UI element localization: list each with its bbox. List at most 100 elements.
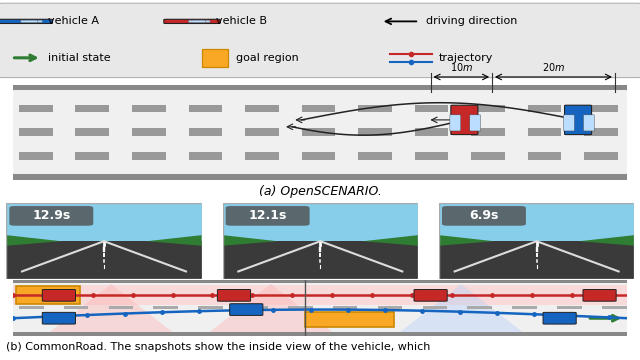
Bar bbox=[527, 105, 561, 112]
FancyBboxPatch shape bbox=[10, 206, 93, 226]
FancyBboxPatch shape bbox=[20, 20, 38, 23]
Bar bbox=[76, 129, 109, 136]
FancyBboxPatch shape bbox=[42, 312, 76, 324]
FancyBboxPatch shape bbox=[193, 20, 210, 23]
Bar bbox=[16, 286, 81, 304]
Bar bbox=[288, 306, 312, 309]
Text: 12.9s: 12.9s bbox=[32, 210, 70, 222]
FancyBboxPatch shape bbox=[26, 20, 42, 23]
Bar bbox=[471, 129, 505, 136]
Polygon shape bbox=[6, 235, 61, 246]
FancyBboxPatch shape bbox=[0, 3, 640, 78]
Bar bbox=[132, 105, 166, 112]
Text: (b) CommonRoad. The snapshots show the inside view of the vehicle, which: (b) CommonRoad. The snapshots show the i… bbox=[6, 342, 431, 351]
Bar bbox=[6, 241, 202, 279]
Bar bbox=[64, 306, 88, 309]
FancyBboxPatch shape bbox=[564, 115, 575, 131]
Bar bbox=[422, 306, 447, 309]
Bar bbox=[223, 241, 418, 279]
Bar bbox=[471, 152, 505, 160]
Bar bbox=[527, 152, 561, 160]
Bar bbox=[415, 105, 449, 112]
Polygon shape bbox=[147, 235, 202, 246]
Bar bbox=[132, 152, 166, 160]
Text: initial state: initial state bbox=[48, 53, 111, 63]
Bar bbox=[467, 306, 492, 309]
Polygon shape bbox=[364, 235, 418, 246]
Bar bbox=[76, 105, 109, 112]
Text: vehicle A: vehicle A bbox=[48, 17, 99, 26]
Bar bbox=[415, 152, 449, 160]
FancyBboxPatch shape bbox=[442, 206, 526, 226]
FancyBboxPatch shape bbox=[470, 115, 481, 131]
Bar bbox=[557, 306, 582, 309]
Bar bbox=[13, 90, 627, 174]
Bar bbox=[245, 105, 279, 112]
FancyBboxPatch shape bbox=[564, 105, 591, 135]
Polygon shape bbox=[580, 235, 634, 246]
FancyBboxPatch shape bbox=[583, 289, 616, 301]
Bar bbox=[305, 311, 394, 327]
FancyBboxPatch shape bbox=[451, 105, 478, 135]
Bar bbox=[198, 306, 223, 309]
Bar bbox=[584, 105, 618, 112]
Text: vehicle B: vehicle B bbox=[216, 17, 267, 26]
Bar bbox=[527, 129, 561, 136]
Bar bbox=[6, 203, 202, 244]
Text: (a) OpenSCENARIO.: (a) OpenSCENARIO. bbox=[259, 185, 381, 198]
Bar bbox=[19, 306, 44, 309]
FancyBboxPatch shape bbox=[42, 289, 76, 301]
Bar bbox=[19, 129, 52, 136]
Text: 6.9s: 6.9s bbox=[469, 210, 499, 222]
FancyBboxPatch shape bbox=[584, 115, 595, 131]
Bar bbox=[189, 105, 222, 112]
Text: $10m$: $10m$ bbox=[450, 61, 473, 73]
Polygon shape bbox=[400, 284, 523, 332]
Polygon shape bbox=[223, 235, 277, 246]
FancyBboxPatch shape bbox=[218, 289, 251, 301]
FancyBboxPatch shape bbox=[188, 20, 205, 23]
Bar bbox=[245, 152, 279, 160]
Bar bbox=[333, 306, 358, 309]
Bar bbox=[415, 129, 449, 136]
Bar bbox=[358, 152, 392, 160]
FancyBboxPatch shape bbox=[543, 312, 576, 324]
Bar bbox=[19, 105, 52, 112]
Text: trajectory: trajectory bbox=[438, 53, 493, 63]
Bar bbox=[301, 129, 335, 136]
FancyBboxPatch shape bbox=[0, 19, 52, 23]
Bar bbox=[602, 306, 627, 309]
Polygon shape bbox=[439, 235, 493, 246]
Text: goal region: goal region bbox=[236, 53, 298, 63]
Bar bbox=[189, 152, 222, 160]
Bar bbox=[301, 152, 335, 160]
Bar bbox=[109, 306, 133, 309]
Bar bbox=[245, 129, 279, 136]
Bar bbox=[132, 129, 166, 136]
Text: 12.1s: 12.1s bbox=[248, 210, 287, 222]
FancyBboxPatch shape bbox=[230, 304, 263, 315]
Bar bbox=[358, 105, 392, 112]
Bar bbox=[223, 203, 418, 244]
Bar bbox=[202, 49, 228, 67]
Bar bbox=[13, 285, 627, 305]
Bar bbox=[76, 152, 109, 160]
FancyBboxPatch shape bbox=[164, 19, 220, 23]
Bar bbox=[358, 129, 392, 136]
Bar bbox=[512, 306, 537, 309]
Polygon shape bbox=[209, 284, 332, 332]
Bar bbox=[19, 152, 52, 160]
Bar bbox=[301, 105, 335, 112]
Polygon shape bbox=[50, 284, 173, 332]
FancyBboxPatch shape bbox=[226, 206, 310, 226]
FancyBboxPatch shape bbox=[414, 289, 447, 301]
Bar bbox=[13, 283, 627, 332]
Bar bbox=[439, 203, 634, 244]
Bar bbox=[471, 105, 505, 112]
FancyBboxPatch shape bbox=[450, 115, 461, 131]
Bar bbox=[378, 306, 403, 309]
Bar bbox=[584, 129, 618, 136]
Bar bbox=[584, 152, 618, 160]
Bar bbox=[243, 306, 268, 309]
Bar bbox=[154, 306, 178, 309]
